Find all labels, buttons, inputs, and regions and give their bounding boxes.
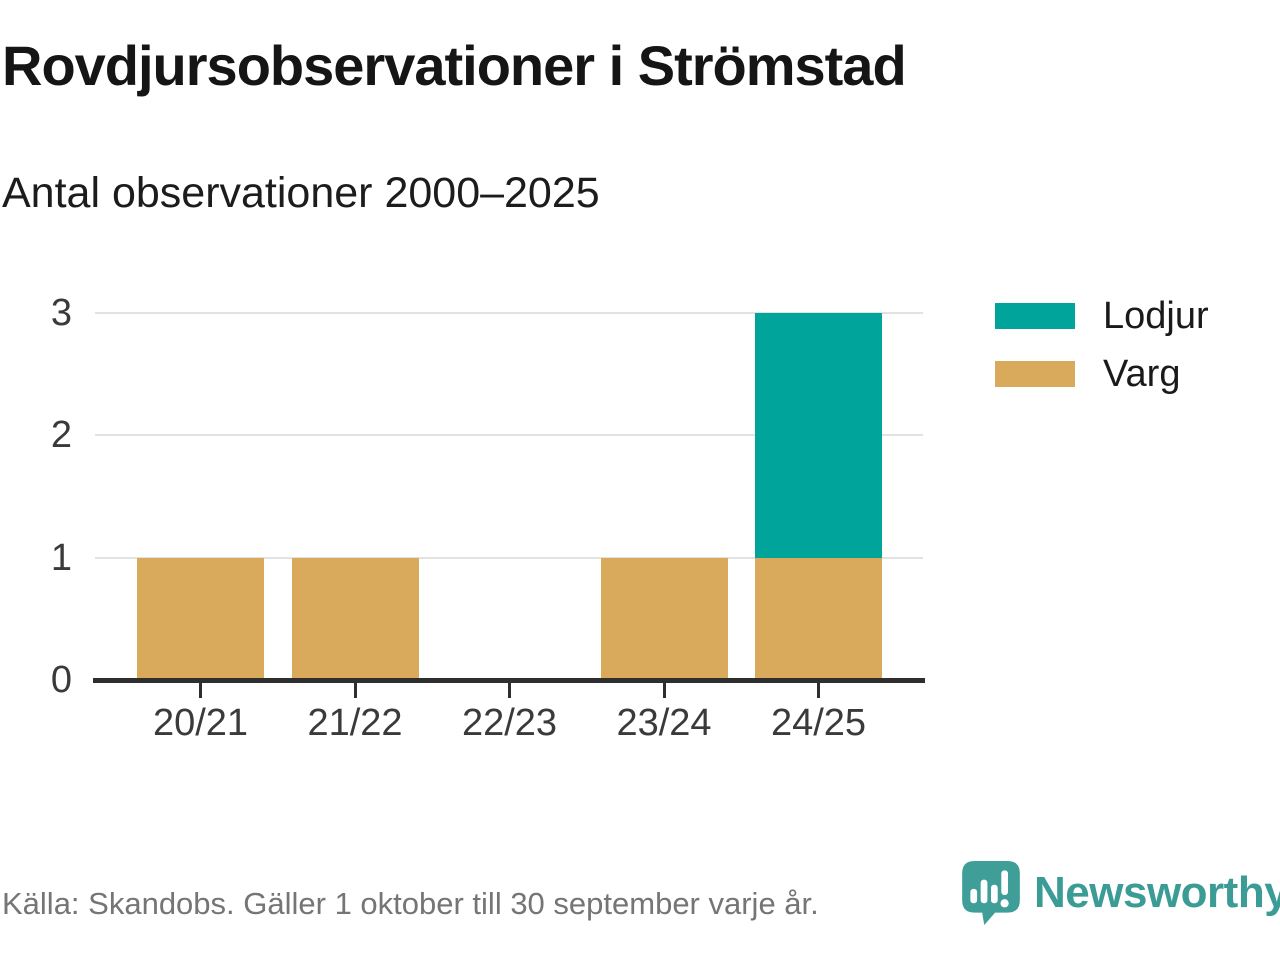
legend-swatch — [995, 361, 1075, 387]
bar-varg-20/21 — [137, 557, 264, 680]
bar-varg-21/22 — [291, 557, 419, 680]
x-axis-label: 23/24 — [616, 702, 712, 744]
x-axis-label: 24/25 — [770, 702, 867, 744]
x-axis-label: 22/23 — [461, 702, 558, 744]
x-axis-label: 21/22 — [307, 702, 403, 744]
gridline-1 — [95, 556, 923, 559]
legend-item-lodjur: Lodjur — [995, 294, 1209, 338]
chart-title: Rovdjursobservationer i Strömstad — [2, 34, 907, 97]
x-axis-label: 20/21 — [152, 702, 249, 744]
y-axis-label: 1 — [50, 536, 72, 579]
x-axis-tick — [353, 683, 357, 698]
gridline-2 — [95, 434, 923, 437]
chart-subtitle: Antal observationer 2000–2025 — [2, 169, 600, 217]
x-axis-tick — [817, 683, 820, 698]
legend-label: Lodjur — [1103, 295, 1209, 337]
y-axis-label: 3 — [50, 292, 72, 334]
bar-lodjur-24/25 — [755, 313, 882, 558]
gridline-3 — [95, 312, 923, 314]
y-axis-label: 0 — [50, 659, 72, 701]
legend-label: Varg — [1103, 353, 1181, 395]
y-axis-label: 2 — [50, 414, 72, 457]
newsworthy-logo: Newsworthy — [960, 856, 1280, 930]
x-axis-tick — [199, 683, 202, 698]
x-axis-line — [93, 678, 925, 683]
x-axis-tick — [508, 683, 511, 698]
x-axis-tick — [662, 683, 666, 698]
speech-bubble-bar-chart-icon — [962, 861, 1020, 925]
bar-varg-23/24 — [600, 557, 728, 680]
legend: Lodjur Varg — [995, 294, 1209, 410]
source-note: Källa: Skandobs. Gäller 1 oktober till 3… — [2, 886, 819, 921]
bar-varg-24/25 — [755, 557, 882, 680]
legend-item-varg: Varg — [995, 352, 1209, 396]
legend-swatch — [995, 303, 1075, 329]
newsworthy-wordmark: Newsworthy — [1034, 868, 1280, 917]
